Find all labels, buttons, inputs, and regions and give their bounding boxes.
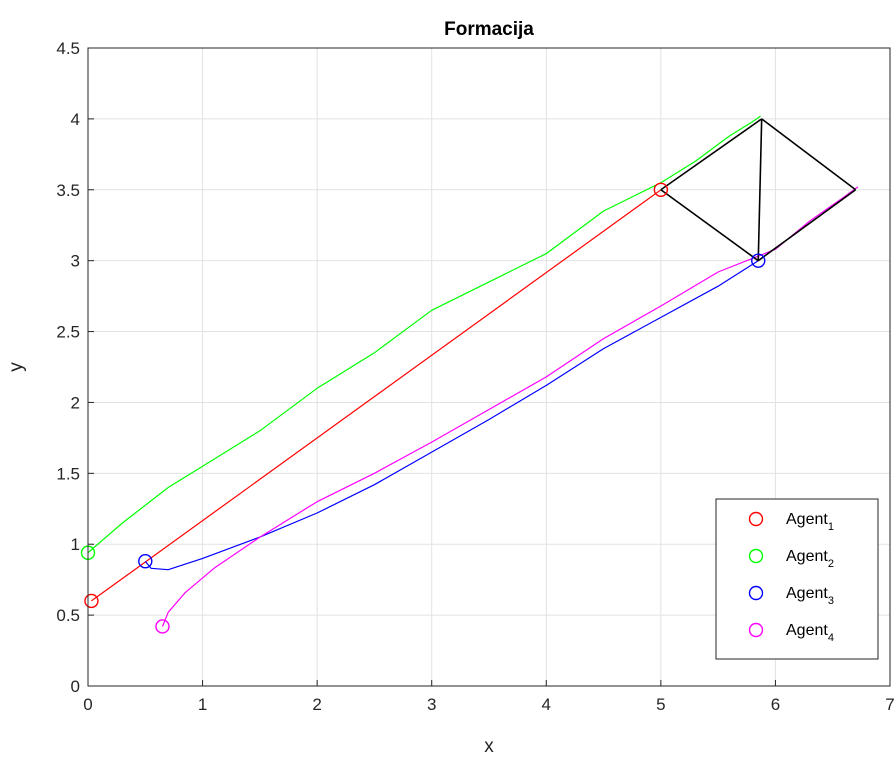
formation-edge	[660, 189, 759, 262]
legend-label-name: Agent	[786, 548, 828, 565]
marker-agent-1	[653, 182, 669, 197]
marker-agent-1	[84, 593, 99, 609]
legend-label-agent-2: Agent2	[786, 548, 834, 570]
plot-area	[80, 115, 859, 634]
series-line-agent-3	[144, 260, 759, 571]
legend-label-agent-3: Agent3	[786, 585, 834, 607]
x-tick-label: 1	[198, 695, 207, 714]
legend-label-agent-1: Agent1	[786, 511, 834, 533]
x-tick-label: 4	[542, 695, 551, 714]
marker-agent-3	[751, 253, 766, 268]
legend-label-name: Agent	[786, 622, 828, 639]
legend-label-subscript: 1	[828, 521, 834, 533]
x-tick-label: 5	[656, 695, 665, 714]
legend-label-name: Agent	[786, 511, 828, 528]
formation-edge	[660, 118, 763, 191]
series-line-agent-1	[91, 189, 662, 602]
legend-marker-agent-2	[748, 548, 764, 564]
legend-label-subscript: 4	[828, 632, 834, 644]
legend-marker-agent-1	[748, 511, 764, 527]
legend-label-subscript: 3	[828, 595, 834, 607]
x-axis-label: x	[484, 736, 494, 757]
x-tick-label: 3	[427, 695, 436, 714]
y-tick-label: 4.5	[56, 39, 80, 58]
y-tick-label: 0	[71, 677, 80, 696]
marker-agent-3	[138, 554, 153, 569]
tick-labels: 0 1 2 3 4 5 6 7 0 0.5 1 1.5 2 2.5 3 3.5 4 4.5	[56, 39, 894, 714]
x-tick-label: 0	[83, 695, 92, 714]
x-tick-label: 7	[885, 695, 894, 714]
formation-edge	[757, 189, 857, 262]
legend-label-subscript: 2	[828, 558, 834, 570]
y-tick-label: 3.5	[56, 181, 80, 200]
legend-marker-agent-4	[748, 622, 764, 638]
y-axis-label: y	[6, 362, 27, 372]
y-tick-label: 0.5	[56, 606, 80, 625]
y-tick-label: 2.5	[56, 323, 80, 342]
series-line-agent-2	[87, 115, 761, 554]
legend-box	[715, 498, 879, 660]
marker-agent-4	[155, 619, 170, 634]
y-tick-label: 1.5	[56, 464, 80, 483]
legend-label-agent-4: Agent4	[786, 622, 834, 644]
axes-box	[87, 47, 891, 687]
formation-edge	[757, 118, 763, 261]
formation-edge	[761, 118, 857, 191]
x-tick-label: 6	[771, 695, 780, 714]
x-tick-label: 2	[312, 695, 321, 714]
y-tick-label: 2	[71, 393, 80, 412]
y-tick-label: 1	[71, 535, 80, 554]
y-tick-label: 4	[71, 110, 80, 129]
y-tick-label: 3	[71, 252, 80, 271]
legend-label-name: Agent	[786, 585, 828, 602]
chart-title: Formacija	[444, 19, 534, 40]
legend-marker-agent-3	[748, 585, 764, 601]
